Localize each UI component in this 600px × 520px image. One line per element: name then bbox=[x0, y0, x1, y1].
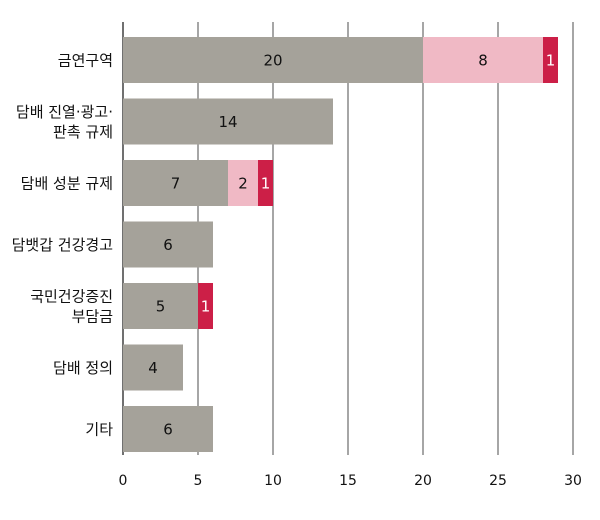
bar-value-label: 1 bbox=[546, 52, 556, 70]
x-axis-tick-labels: 0 5 10 15 20 25 30 bbox=[119, 473, 582, 489]
bar-value-label: 20 bbox=[263, 52, 282, 70]
bar-segment bbox=[123, 98, 333, 145]
bar-value-label: 7 bbox=[171, 175, 181, 193]
bar-value-label: 1 bbox=[261, 175, 271, 193]
x-tick-label: 20 bbox=[414, 473, 432, 489]
category-label: 기타 bbox=[85, 421, 113, 439]
bar-segment bbox=[123, 283, 198, 329]
bar-segment bbox=[423, 37, 543, 83]
category-label: 담배 성분 규제 bbox=[21, 175, 113, 193]
x-tick-label: 10 bbox=[264, 473, 282, 489]
bar-value-label: 4 bbox=[148, 359, 158, 377]
bar-segment bbox=[543, 37, 558, 83]
bar-value-label: 14 bbox=[218, 113, 237, 131]
bar-segment bbox=[258, 160, 273, 206]
category-label: 국민건강증진 부담금 bbox=[30, 288, 113, 326]
bar-value-label: 1 bbox=[201, 298, 211, 316]
bar-segment bbox=[198, 283, 213, 329]
category-label: 담배 진열·광고· 판촉 규제 bbox=[16, 103, 113, 141]
bar-value-label: 8 bbox=[478, 52, 488, 70]
bar-value-label: 6 bbox=[163, 421, 173, 439]
bar-segment bbox=[123, 406, 213, 452]
bar-segment bbox=[123, 37, 423, 83]
bar-value-label: 2 bbox=[238, 175, 248, 193]
bar-segment bbox=[123, 344, 183, 391]
x-tick-label: 25 bbox=[489, 473, 507, 489]
category-label: 담배 정의 bbox=[53, 359, 113, 377]
x-tick-label: 30 bbox=[564, 473, 582, 489]
bar-segment bbox=[123, 160, 228, 206]
category-label: 금연구역 bbox=[58, 52, 113, 70]
bar-segment bbox=[123, 221, 213, 268]
x-tick-label: 0 bbox=[119, 473, 128, 489]
bar-value-label: 5 bbox=[156, 298, 166, 316]
x-tick-label: 5 bbox=[194, 473, 203, 489]
bar-value-label: 6 bbox=[163, 236, 173, 254]
bar-segment bbox=[228, 160, 258, 206]
category-label: 담뱃갑 건강경고 bbox=[12, 236, 113, 254]
x-tick-label: 15 bbox=[339, 473, 357, 489]
